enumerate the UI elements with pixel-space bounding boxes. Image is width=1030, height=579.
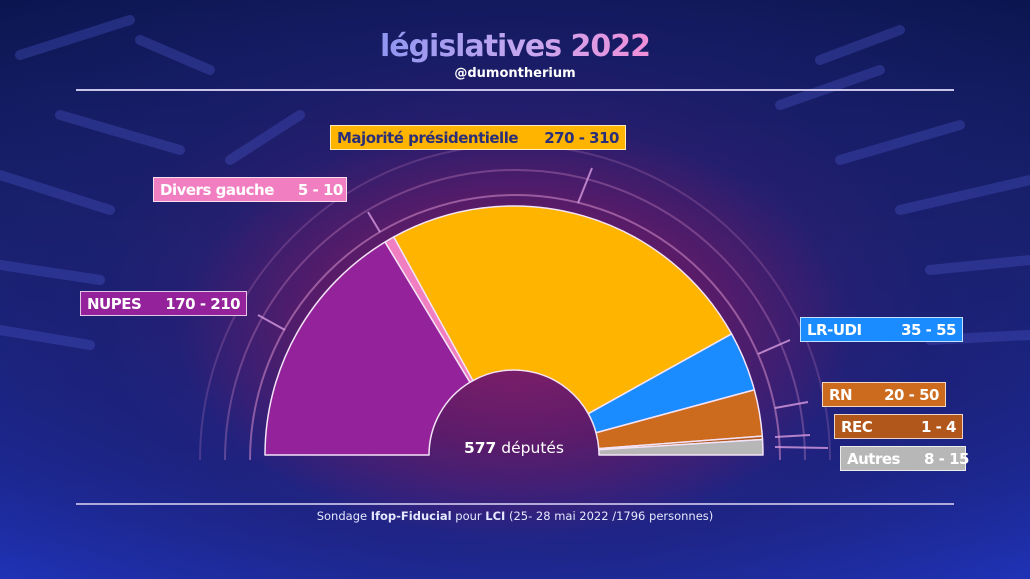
leader-line-rn (774, 401, 809, 409)
seats-label: députés (501, 439, 565, 457)
segment-autres (598, 438, 764, 456)
source-pollster: Ifop-Fiducial (370, 509, 452, 523)
label-divers-gauche: Divers gauche 5 - 10 (153, 177, 347, 202)
label-name: LR-UDI (807, 320, 862, 339)
label-range: 5 - 10 (297, 180, 343, 199)
label-name: Autres (847, 449, 900, 468)
label-range: 8 - 15 (923, 449, 969, 468)
label-majorite-presidentielle: Majorité présidentielle 270 - 310 (330, 125, 626, 150)
label-name: Divers gauche (160, 180, 274, 199)
leader-line-lr-udi (757, 339, 791, 355)
label-autres: Autres 8 - 15 (840, 446, 969, 471)
label-rn: RN 20 - 50 (822, 382, 946, 407)
source-prefix: Sondage (316, 509, 368, 523)
segment-majorite-presidentielle (393, 205, 733, 415)
top-divider (76, 89, 954, 91)
label-name: Majorité présidentielle (337, 128, 519, 147)
label-name: REC (841, 417, 873, 436)
author-handle: @dumontherium (454, 66, 576, 81)
bottom-divider (76, 503, 954, 505)
source-details: (25- 28 mai 2022 /1796 personnes) (508, 509, 714, 523)
label-lr-udi: LR-UDI 35 - 55 (800, 317, 963, 342)
label-range: 1 - 4 (920, 417, 957, 436)
label-range: 35 - 55 (901, 320, 956, 339)
label-range: 20 - 50 (884, 385, 939, 404)
leader-line-divers-gauche (367, 211, 381, 233)
leader-line-nupes (257, 314, 286, 331)
label-nupes: NUPES 170 - 210 (80, 291, 247, 316)
total-seats: 577 (463, 439, 497, 457)
leader-line-autres (774, 446, 829, 449)
label-name: NUPES (87, 294, 142, 313)
source-mid: pour (455, 509, 482, 523)
segment-nupes (264, 241, 471, 456)
leader-line-rec (774, 434, 811, 438)
source-note: Sondage Ifop-Fiducial pour LCI (25- 28 m… (0, 509, 1030, 523)
label-range: 270 - 310 (544, 128, 619, 147)
source-channel: LCI (485, 509, 506, 523)
label-range: 170 - 210 (165, 294, 241, 313)
label-rec: REC 1 - 4 (834, 414, 963, 439)
leader-line-majorite-presidentielle (577, 167, 593, 204)
center-label: 577 députés (434, 439, 594, 457)
label-name: RN (829, 385, 853, 404)
